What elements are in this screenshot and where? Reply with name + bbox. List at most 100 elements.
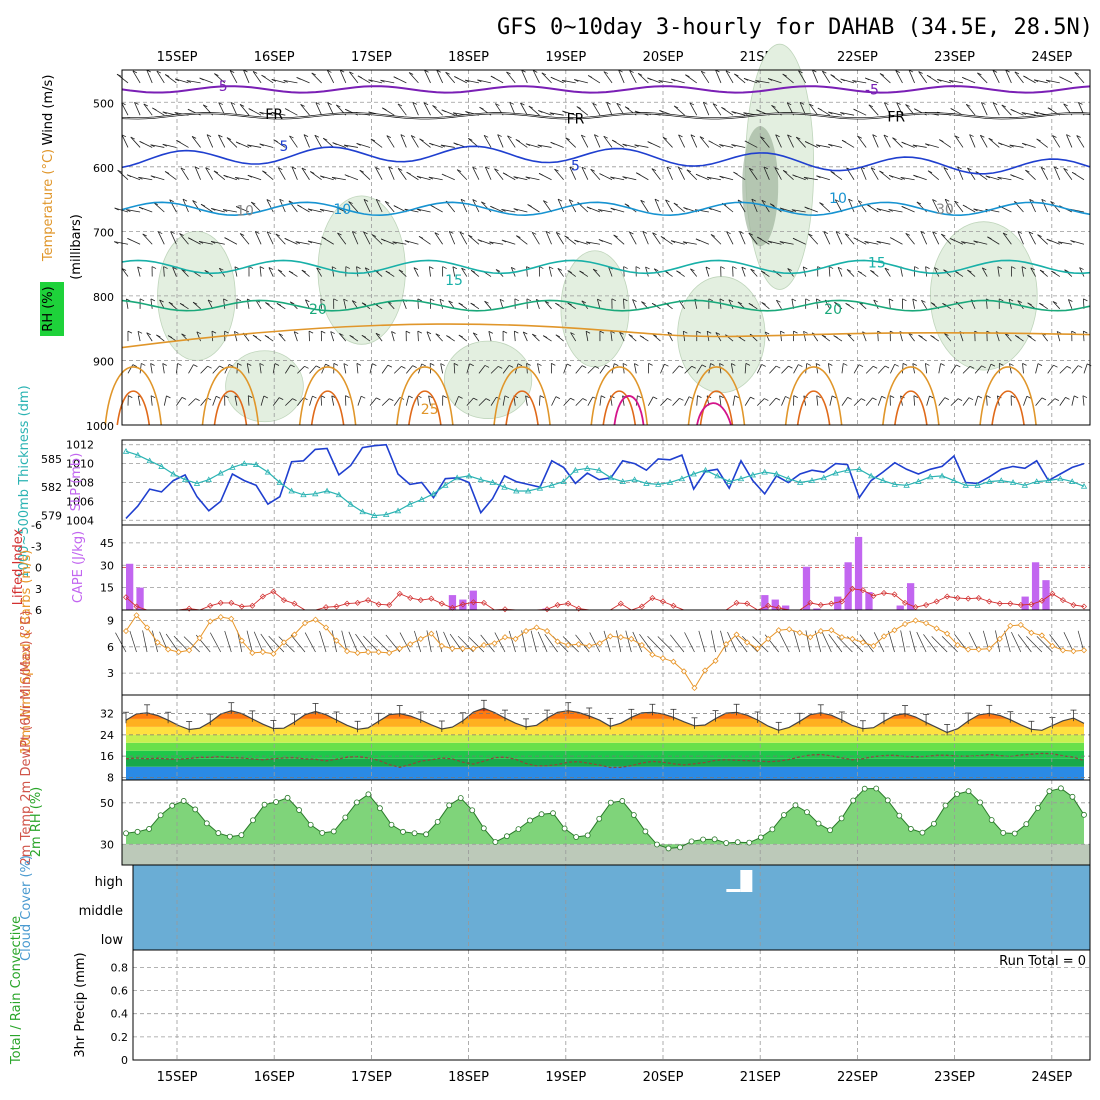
wind-barb-flag <box>440 363 445 366</box>
thickness-marker <box>288 487 295 494</box>
rh-shading <box>443 340 533 419</box>
wind-barb-flag <box>507 135 512 139</box>
rh-marker <box>469 807 476 814</box>
li-marker <box>817 602 824 609</box>
wind-barb-flag <box>925 266 930 269</box>
wind-barb-flag <box>222 209 228 212</box>
wind-barb <box>943 269 952 277</box>
wind-barb <box>1033 79 1048 84</box>
rh-shading <box>225 350 304 423</box>
wind-barb-flag <box>235 176 240 180</box>
wind-barb-flag <box>557 268 563 271</box>
wind-speed-marker <box>775 627 782 634</box>
wind-barb <box>769 397 777 406</box>
wind-speed-marker <box>512 635 519 642</box>
wind-barb-flag <box>554 168 559 172</box>
wind-barb-flag <box>509 101 514 105</box>
wind-barb <box>992 70 1000 84</box>
wind-barb-flag <box>226 137 232 140</box>
pressure-tick: 600 <box>93 162 114 175</box>
wind-barb-flag <box>567 302 572 306</box>
wind-barb-flag <box>404 240 410 243</box>
wind-barb-flag <box>459 231 465 235</box>
wind-barb <box>853 364 860 374</box>
wind-barb <box>876 208 891 213</box>
wind-barb-flag <box>761 199 767 203</box>
thickness-marker <box>170 470 177 477</box>
wind-barb-flag <box>391 331 396 334</box>
isotherm-label: 25 <box>421 402 439 418</box>
wind-barb-flag <box>177 363 182 366</box>
wind-barb-flag <box>453 142 458 146</box>
rh-marker <box>446 802 453 809</box>
wind-barb-flag <box>950 108 955 111</box>
wind-barb-flag <box>511 267 516 270</box>
wind-barb-flag <box>291 166 297 170</box>
wind-barb <box>912 144 927 148</box>
cloud-axis-label: Cloud Cover (%) <box>19 855 34 961</box>
wind-barb-flag <box>416 175 422 179</box>
wind-barb-flag <box>641 301 646 304</box>
wind-barb <box>271 78 286 84</box>
wind-barb-flag <box>449 231 454 234</box>
wind-barb <box>272 363 276 374</box>
li-marker <box>459 601 466 608</box>
wind-barb <box>137 395 141 406</box>
wind-barb <box>1036 138 1048 148</box>
wind-barb-flag <box>266 199 272 202</box>
temp-line <box>125 707 1085 734</box>
wind-speed-marker <box>143 624 151 631</box>
wind-barb-flag <box>651 302 657 306</box>
wind-barb-flag <box>701 70 706 74</box>
isotherm-label: FR <box>265 107 283 123</box>
wind-speed-marker <box>638 641 645 649</box>
wind-barb <box>879 170 891 181</box>
wind-barb-flag <box>230 102 236 105</box>
axis-labels: Wind (m/s)Temperature (°C)RH (%)(milliba… <box>9 75 88 1065</box>
wind-barb-flag <box>357 75 363 79</box>
date-label-bottom: 17SEP <box>351 1070 392 1085</box>
wind-barb-flag <box>361 302 367 306</box>
wind-barb <box>260 395 265 406</box>
wind-speed-marker <box>533 624 540 631</box>
wind-barb <box>283 79 298 84</box>
wind-barb-flag <box>883 134 889 138</box>
rh-marker <box>619 798 626 804</box>
surface-wind-barb <box>253 631 264 653</box>
wind-barb-flag <box>192 301 198 305</box>
wind-barb-flag <box>733 171 738 175</box>
wind-barb <box>130 136 141 148</box>
wind-barb-flag <box>1029 198 1034 202</box>
thickness-marker <box>678 475 686 482</box>
wind-barb-flag <box>432 105 437 108</box>
wind-barb-flag <box>195 398 200 401</box>
date-label-bottom: 19SEP <box>545 1070 586 1085</box>
surface-wind-barb <box>537 631 548 653</box>
wind-barb <box>528 105 540 116</box>
wind-barb-flag <box>137 330 143 334</box>
wind-barb <box>651 168 661 180</box>
wind-barb <box>660 364 665 374</box>
isotherm-25 <box>979 366 1037 426</box>
wind-barb <box>206 134 214 148</box>
surface-wind-barb <box>1011 631 1022 653</box>
wind-barb <box>381 398 390 406</box>
thickness-tick: 579 <box>41 510 62 523</box>
thickness-marker <box>749 471 757 478</box>
wind-speed-marker <box>1059 647 1067 654</box>
wind-barb <box>892 137 903 148</box>
wind-barb <box>176 363 179 374</box>
wind-barb-flag <box>662 136 668 140</box>
wind-barb <box>986 395 988 406</box>
thickness-marker <box>844 466 851 473</box>
wind-barb <box>858 301 867 310</box>
thickness-marker <box>1080 482 1088 489</box>
wind-barb <box>400 134 407 148</box>
li-marker <box>259 593 266 600</box>
wind-barb-flag <box>380 79 385 83</box>
wind-barb-flag <box>1039 302 1044 306</box>
li-marker <box>849 585 856 592</box>
thickness-marker <box>1021 482 1029 488</box>
wind-barb <box>934 267 940 277</box>
rh-marker <box>988 817 995 823</box>
